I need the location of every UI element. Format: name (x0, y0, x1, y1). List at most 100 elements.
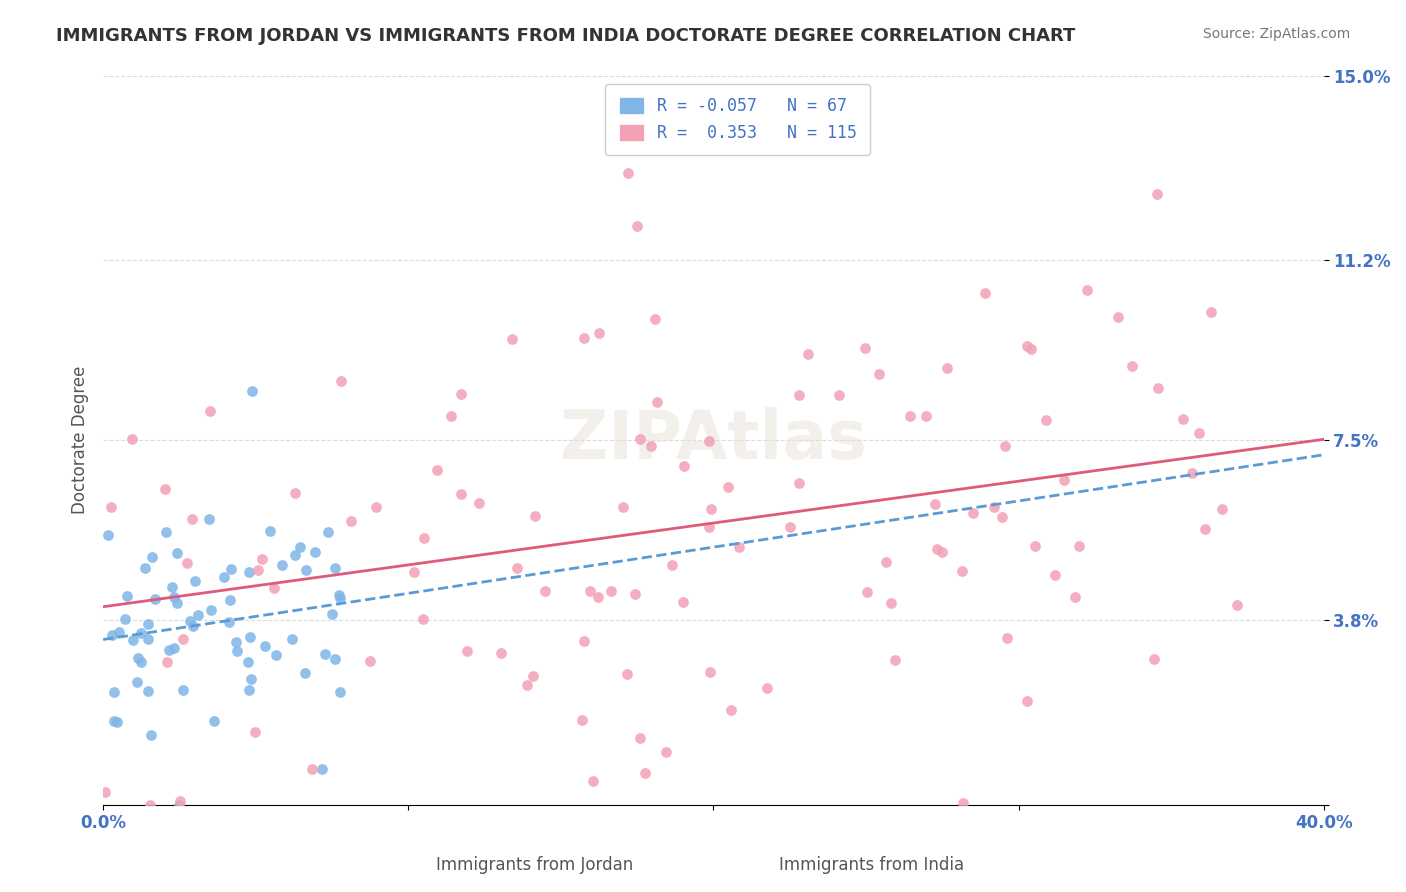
Point (129, 626, 152, 640)
Point (240, 673, 263, 687)
Point (139, 728, 162, 742)
Point (697, 434, 720, 448)
Point (166, 546, 188, 560)
Point (612, 500, 634, 514)
Point (127, 675, 149, 690)
Point (198, 404, 221, 418)
Point (728, 540, 751, 554)
Point (212, 570, 235, 584)
Point (1024, 539, 1046, 553)
Point (426, 463, 449, 477)
Point (238, 683, 260, 698)
Point (645, 394, 668, 409)
Point (253, 639, 276, 653)
Point (321, 607, 343, 622)
Point (127, 651, 149, 665)
Point (157, 643, 180, 657)
Point (616, 667, 638, 681)
Point (218, 615, 240, 630)
Point (1211, 502, 1233, 516)
Point (304, 545, 326, 559)
Point (440, 409, 463, 423)
Point (197, 512, 219, 526)
Point (181, 619, 204, 633)
Point (634, 765, 657, 780)
Point (200, 603, 222, 617)
Point (672, 595, 695, 609)
Point (176, 556, 198, 570)
Point (314, 648, 336, 662)
Point (163, 591, 186, 605)
Point (295, 563, 318, 577)
Point (264, 648, 287, 662)
Point (491, 646, 513, 660)
Point (238, 566, 260, 580)
Point (136, 617, 159, 632)
Text: IMMIGRANTS FROM JORDAN VS IMMIGRANTS FROM INDIA DOCTORATE DEGREE CORRELATION CHA: IMMIGRANTS FROM JORDAN VS IMMIGRANTS FRO… (56, 27, 1076, 45)
Point (582, 774, 605, 789)
Point (246, 563, 269, 577)
Point (136, 684, 159, 698)
Point (1063, 591, 1085, 605)
Point (994, 439, 1017, 453)
Point (160, 581, 183, 595)
Point (100, 500, 122, 515)
Point (323, 652, 346, 666)
Point (586, 591, 609, 605)
Point (1171, 412, 1194, 426)
Point (699, 665, 721, 679)
Point (779, 519, 801, 533)
Point (290, 541, 312, 555)
Point (243, 724, 266, 739)
Point (797, 347, 820, 361)
Point (136, 632, 159, 647)
Point (1143, 652, 1166, 666)
Point (156, 655, 179, 669)
Point (219, 562, 242, 576)
Point (588, 326, 610, 341)
Point (952, 565, 974, 579)
Point (579, 584, 602, 599)
Point (756, 681, 779, 695)
Point (655, 745, 678, 759)
Point (914, 409, 936, 423)
Point (311, 762, 333, 776)
Point (927, 542, 949, 557)
Point (506, 561, 529, 575)
Point (339, 514, 361, 528)
Point (450, 387, 472, 401)
Point (1067, 539, 1090, 553)
Point (856, 585, 879, 599)
Point (328, 588, 350, 602)
Y-axis label: Doctorate Degree: Doctorate Degree (72, 366, 89, 515)
Point (868, 367, 890, 381)
Point (404, 565, 426, 579)
Point (661, 558, 683, 573)
Point (143, 592, 166, 607)
Point (516, 678, 538, 692)
Point (1045, 567, 1067, 582)
Point (1181, 466, 1204, 480)
Text: ZIPAtlas: ZIPAtlas (560, 407, 868, 473)
Point (103, 684, 125, 698)
Point (1035, 413, 1057, 427)
Point (172, 682, 194, 697)
Point (105, 714, 128, 729)
Point (962, 506, 984, 520)
Point (626, 219, 648, 233)
Point (412, 532, 434, 546)
Point (187, 607, 209, 622)
Point (359, 654, 381, 668)
Point (166, 596, 188, 610)
Point (141, 549, 163, 564)
Point (301, 762, 323, 776)
Point (114, 612, 136, 626)
Point (329, 374, 352, 388)
Point (700, 502, 723, 516)
Point (94, 785, 117, 799)
Point (716, 480, 738, 494)
Point (628, 433, 651, 447)
Point (523, 509, 546, 524)
Point (628, 731, 651, 745)
Point (1188, 425, 1211, 440)
